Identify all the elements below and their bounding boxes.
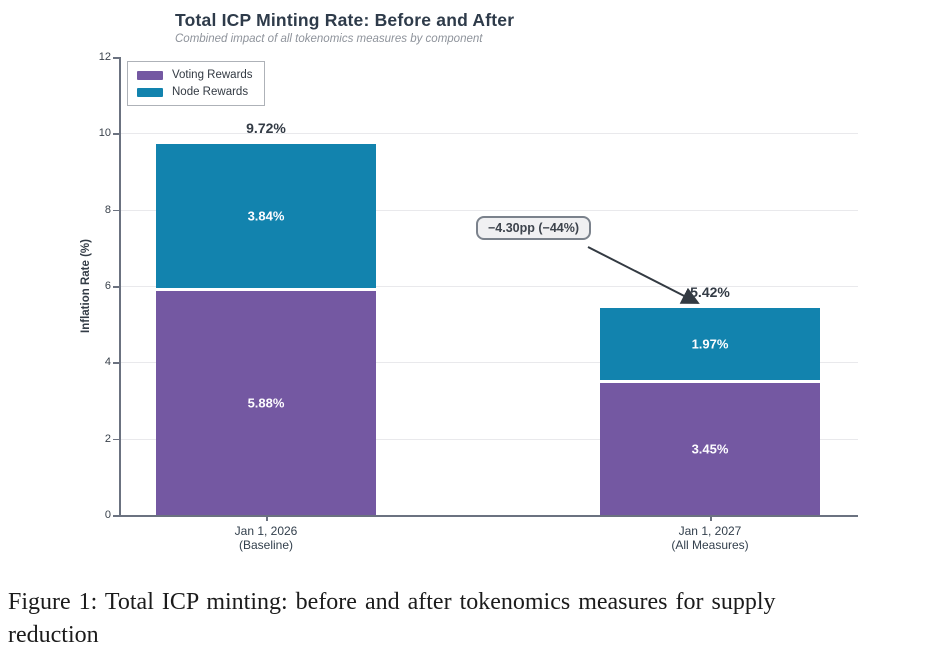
bar-segment-value-label: 5.88%	[247, 395, 285, 411]
y-axis-tick-label: 6	[104, 280, 111, 292]
y-axis-tick-label: 4	[104, 356, 111, 369]
y-axis-tick	[113, 362, 119, 364]
legend-item: Node Rewards	[137, 86, 253, 98]
figure-caption-line2: reduction	[8, 622, 99, 648]
y-axis-tick	[113, 133, 119, 135]
chart-subtitle: Combined impact of all tokenomics measur…	[175, 33, 483, 45]
gridline	[119, 286, 858, 287]
figure-caption-line1: Figure 1: Total ICP minting: before and …	[8, 589, 776, 615]
bar-segment-node-rewards	[600, 308, 820, 381]
gridline	[119, 209, 858, 211]
legend-item-label: Node Rewards	[172, 86, 249, 98]
legend-item: Voting Rewards	[137, 69, 253, 81]
x-axis-category-label: Jan 1, 2026 (Baseline)	[235, 524, 298, 552]
y-axis-tick-label: 10	[98, 127, 111, 140]
bar-segment-value-label: 1.97%	[691, 336, 729, 352]
y-axis-tick-label: 2	[104, 432, 111, 445]
bar-segment-node-rewards	[156, 144, 376, 288]
y-axis-tick	[113, 209, 119, 212]
x-axis-category-label-line: (Baseline)	[238, 538, 294, 552]
x-axis-category-label: Jan 1, 2027 (All Measures)	[671, 524, 748, 552]
gridline	[119, 362, 858, 364]
y-axis-tick	[113, 438, 119, 441]
bar-segment-value-label: 3.45%	[691, 441, 729, 457]
chart-legend: Voting Rewards Node Rewards	[127, 61, 265, 106]
x-axis-tick	[710, 515, 712, 521]
gridline	[119, 438, 858, 440]
bar-segment-voting-rewards	[600, 383, 820, 515]
y-axis-title: Inflation Rate (%)	[80, 239, 92, 333]
bar-total-label: 5.42%	[690, 284, 730, 301]
legend-item-label: Voting Rewards	[172, 69, 253, 81]
bar-segment-value-label: 3.84%	[247, 208, 285, 224]
x-axis-category-label-line: Jan 1, 2027	[678, 524, 742, 538]
y-axis-tick	[113, 515, 119, 517]
legend-color-swatch	[137, 87, 163, 97]
x-axis-tick	[266, 515, 268, 521]
annotation-callout: −4.30pp (−44%)	[476, 216, 592, 240]
legend-color-swatch	[137, 70, 163, 80]
y-axis-tick	[113, 286, 119, 288]
y-axis-tick-label: 0	[104, 509, 111, 521]
x-axis-category-label-line: Jan 1, 2026	[234, 524, 298, 538]
gridline	[119, 133, 858, 135]
x-axis-category-label-line: (All Measures)	[671, 538, 749, 552]
y-axis-line	[119, 57, 121, 515]
y-axis-tick-label: 8	[104, 203, 111, 216]
chart-title: Total ICP Minting Rate: Before and After	[175, 10, 515, 30]
x-axis-line	[119, 515, 858, 517]
y-axis-tick	[113, 57, 119, 59]
y-axis-tick-label: 12	[98, 51, 111, 63]
figure-caption: Figure 1: Total ICP minting: before and …	[8, 586, 936, 652]
bar-segment-voting-rewards	[156, 290, 376, 515]
bar-total-label: 9.72%	[246, 120, 286, 137]
